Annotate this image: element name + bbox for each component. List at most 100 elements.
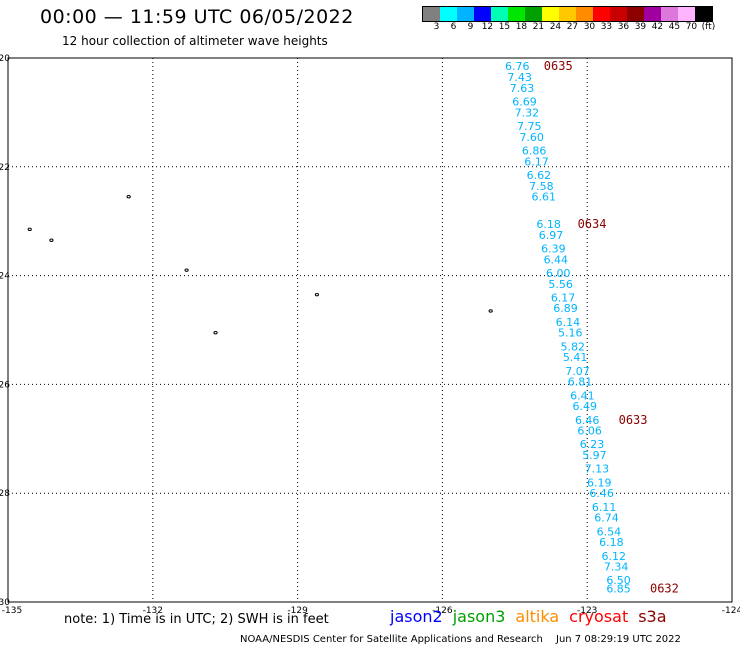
color-swatch	[542, 7, 559, 21]
color-scale-label: 70	[685, 22, 698, 32]
island-outline	[49, 238, 54, 242]
pass-time-label: 0634	[578, 217, 607, 231]
color-scale-label: 24	[549, 22, 562, 32]
lon-tick-label: -129	[287, 606, 308, 616]
wave-height-value: 7.60	[519, 131, 544, 144]
color-scale-label: 15	[498, 22, 511, 32]
island-outline	[488, 309, 493, 313]
wave-height-value: 6.14	[556, 316, 581, 329]
lat-tick-label: -26	[0, 380, 10, 390]
generated-timestamp: Jun 7 08:29:19 UTC 2022	[556, 634, 681, 645]
wave-height-value: 5.82	[560, 340, 585, 353]
island-outline	[27, 227, 32, 232]
wave-height-value: 7.63	[510, 82, 535, 95]
lat-tick-label: -24	[0, 272, 10, 282]
legend-item-s3a: s3a	[638, 607, 667, 626]
wave-height-value: 6.06	[577, 425, 602, 438]
wave-height-value: 6.85	[606, 582, 631, 595]
color-swatch	[457, 7, 474, 21]
wave-height-value: 6.23	[580, 438, 605, 451]
lon-tick-label: -126	[432, 606, 453, 616]
color-scale-label: 9	[467, 22, 474, 32]
color-scale-label: 30	[583, 22, 596, 32]
lon-tick-label: -135	[2, 606, 22, 616]
wave-height-value: 6.76	[505, 60, 530, 73]
color-scale-label: 6	[450, 22, 457, 32]
color-swatch	[525, 7, 542, 21]
wave-height-value: 6.39	[541, 242, 566, 255]
pass-time-label: 0635	[544, 59, 573, 73]
map-border	[7, 57, 733, 603]
color-swatch	[644, 7, 661, 21]
wave-height-value: 6.81	[568, 376, 593, 389]
wave-height-value: 7.34	[604, 561, 629, 574]
units-note: note: 1) Time is in UTC; 2) SWH is in fe…	[64, 612, 329, 627]
wave-height-value: 6.61	[532, 191, 557, 204]
lon-tick-label: -132	[143, 606, 163, 616]
wave-height-value: 5.56	[548, 278, 573, 291]
pass-time-label: 0633	[619, 413, 648, 427]
wave-height-value: 7.43	[507, 71, 532, 84]
color-scale-label: 36	[617, 22, 630, 32]
credit-text: NOAA/NESDIS Center for Satellite Applica…	[240, 634, 543, 645]
wave-height-value: 6.97	[539, 229, 564, 242]
wave-height-value: 6.54	[597, 525, 622, 538]
color-swatch	[491, 7, 508, 21]
island-outline	[126, 195, 131, 199]
lat-tick-label: -22	[0, 163, 10, 173]
color-scale-label: 12	[481, 22, 494, 32]
lat-tick-label: -20	[0, 54, 10, 64]
wave-height-value: 6.89	[553, 302, 578, 315]
wave-height-value: 6.12	[601, 550, 626, 563]
wave-height-value: 6.17	[551, 291, 576, 304]
wave-height-value: 6.19	[587, 476, 612, 489]
wave-height-value: 6.50	[606, 574, 631, 587]
wave-height-value: 7.75	[517, 120, 542, 133]
color-scale-label: 42	[651, 22, 664, 32]
lat-tick-label: -28	[0, 489, 10, 499]
color-scale-label: (ft)	[701, 22, 716, 32]
wave-height-value: 6.18	[599, 536, 624, 549]
lat-tick-label: -30	[0, 598, 10, 608]
wave-height-value: 7.13	[585, 463, 610, 476]
wave-height-value: 5.41	[563, 351, 588, 364]
legend-item-altika: altika	[515, 607, 560, 626]
wave-height-value: 6.00	[546, 267, 571, 280]
color-swatch	[627, 7, 644, 21]
wave-height-value: 6.49	[573, 400, 598, 413]
color-scale-label: 3	[433, 22, 440, 32]
island-outline	[213, 331, 218, 335]
lon-tick-label: -124	[722, 606, 740, 616]
color-swatch	[508, 7, 525, 21]
color-swatch	[423, 7, 440, 21]
wave-height-value: 6.18	[536, 218, 561, 231]
color-swatch	[559, 7, 576, 21]
pass-time-label: 0632	[650, 581, 679, 595]
legend-item-jason3: jason3	[452, 607, 506, 626]
wave-height-value: 5.97	[582, 449, 607, 462]
color-scale-labels: 3 6 9 12 15 18 21 24 27 30 33 36 39 42 45 70 (ft)	[422, 22, 740, 34]
color-scale-label: 33	[600, 22, 613, 32]
color-swatch	[695, 7, 712, 21]
color-scale-bar	[422, 6, 713, 22]
lon-tick-label: -123	[577, 606, 597, 616]
map-frame: -20 -22 -24 -26 -28 -30-135 -132 -129 -126 -123 -1…	[0, 54, 740, 616]
color-swatch	[474, 7, 491, 21]
wave-height-value: 7.32	[515, 106, 540, 119]
wave-height-value: 7.58	[529, 180, 554, 193]
wave-height-value: 6.74	[594, 512, 619, 525]
wave-height-value: 6.17	[524, 155, 549, 168]
color-swatch	[576, 7, 593, 21]
wave-height-value: 6.41	[570, 389, 595, 402]
legend-item-jason2: jason2	[390, 607, 443, 626]
wave-height-value: 6.11	[592, 501, 617, 514]
wave-height-value: 5.16	[558, 327, 583, 340]
color-swatch	[593, 7, 610, 21]
wave-height-map: -20 -22 -24 -26 -28 -30-135 -132 -129 -126 -123 -1…	[0, 54, 740, 616]
island-outline	[314, 292, 320, 297]
wave-height-value: 6.46	[575, 414, 600, 427]
color-scale-label: 39	[634, 22, 647, 32]
color-scale-label: 21	[532, 22, 545, 32]
wave-height-value: 6.44	[544, 253, 569, 266]
map-subtitle: 12 hour collection of altimeter wave hei…	[62, 34, 328, 48]
